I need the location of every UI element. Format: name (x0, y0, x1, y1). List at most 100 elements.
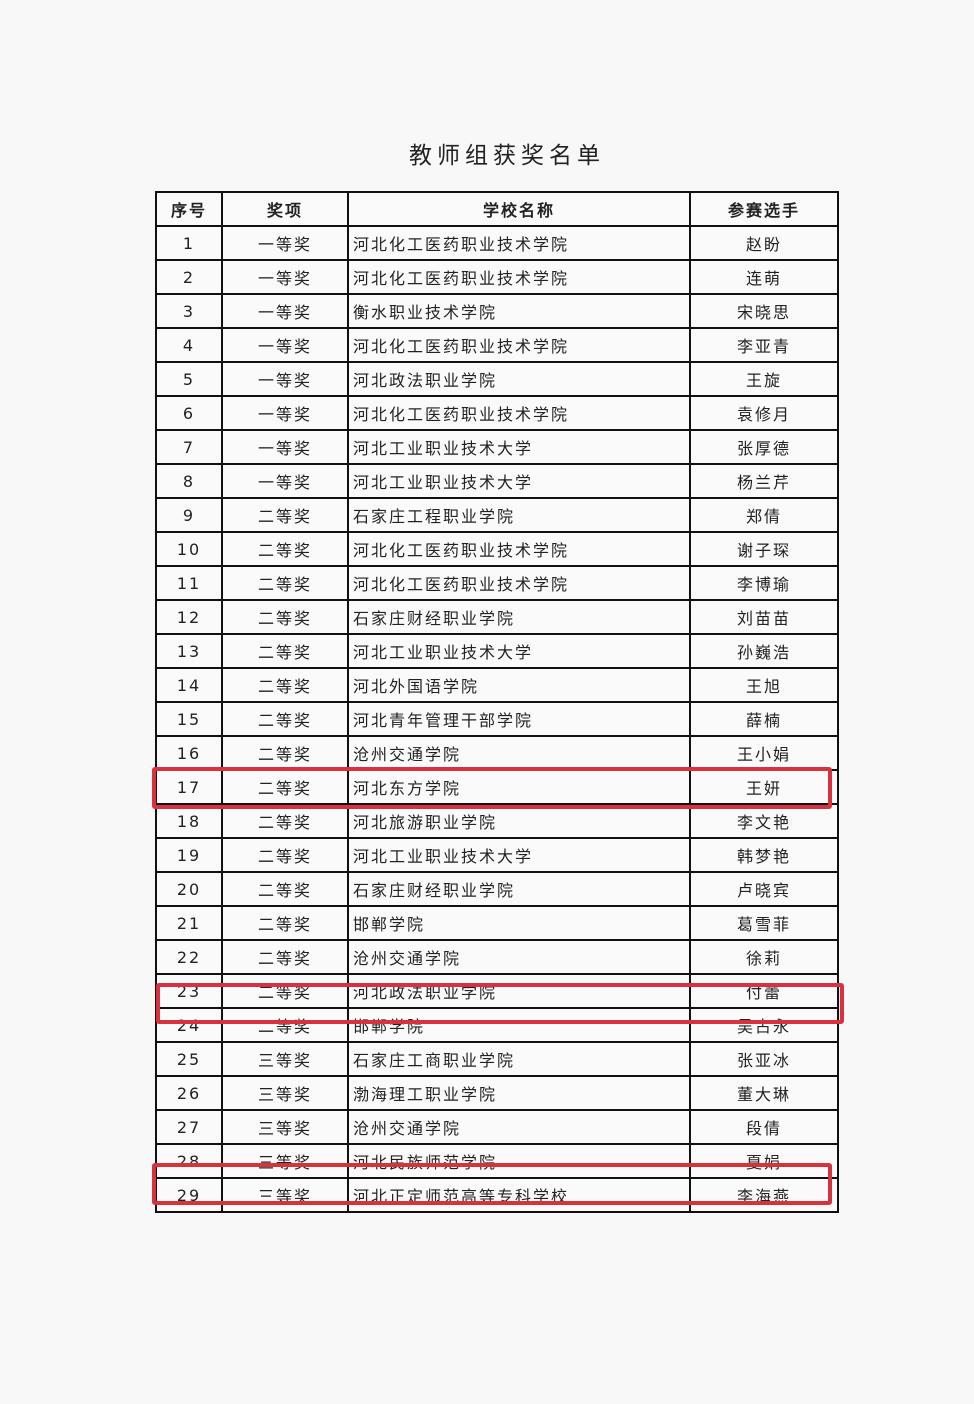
cell-school: 渤海理工职业学院 (347, 1075, 691, 1111)
cell-contestant: 夏娟 (689, 1143, 839, 1179)
cell-number: 21 (155, 905, 223, 941)
cell-contestant: 李亚青 (689, 327, 839, 363)
cell-school: 河北青年管理干部学院 (347, 701, 691, 737)
cell-contestant: 王旭 (689, 667, 839, 703)
award-table: 序号 奖项 学校名称 参赛选手 1 一等奖 河北化工医药职业技术学院 赵盼 2 一等奖 河北… (155, 191, 839, 1213)
cell-school: 河北旅游职业学院 (347, 803, 691, 839)
cell-contestant: 谢子琛 (689, 531, 839, 567)
table-row: 18 二等奖 河北旅游职业学院 李文艳 (155, 803, 839, 839)
cell-contestant: 刘苗苗 (689, 599, 839, 635)
cell-number: 20 (155, 871, 223, 907)
table-row: 1 一等奖 河北化工医药职业技术学院 赵盼 (155, 225, 839, 261)
table-row: 14 二等奖 河北外国语学院 王旭 (155, 667, 839, 703)
cell-school: 河北工业职业技术大学 (347, 463, 691, 499)
cell-contestant: 王妍 (689, 769, 839, 805)
cell-number: 15 (155, 701, 223, 737)
cell-award: 二等奖 (221, 701, 349, 737)
table-row: 21 二等奖 邯郸学院 葛雪菲 (155, 905, 839, 941)
cell-school: 石家庄财经职业学院 (347, 871, 691, 907)
cell-award: 三等奖 (221, 1177, 349, 1213)
cell-school: 邯郸学院 (347, 905, 691, 941)
cell-school: 衡水职业技术学院 (347, 293, 691, 329)
cell-number: 23 (155, 973, 223, 1009)
cell-award: 二等奖 (221, 565, 349, 601)
cell-award: 一等奖 (221, 327, 349, 363)
header-award: 奖项 (221, 191, 349, 227)
cell-award: 二等奖 (221, 939, 349, 975)
cell-award: 二等奖 (221, 769, 349, 805)
cell-school: 河北工业职业技术大学 (347, 837, 691, 873)
table-row: 23 二等奖 河北政法职业学院 付蕾 (155, 973, 839, 1009)
cell-contestant: 徐莉 (689, 939, 839, 975)
header-number: 序号 (155, 191, 223, 227)
table-row: 22 二等奖 沧州交通学院 徐莉 (155, 939, 839, 975)
table-row: 2 一等奖 河北化工医药职业技术学院 连萌 (155, 259, 839, 295)
cell-contestant: 张厚德 (689, 429, 839, 465)
table-row: 6 一等奖 河北化工医药职业技术学院 袁修月 (155, 395, 839, 431)
cell-school: 河北化工医药职业技术学院 (347, 259, 691, 295)
table-row: 20 二等奖 石家庄财经职业学院 卢晓宾 (155, 871, 839, 907)
cell-school: 河北化工医药职业技术学院 (347, 531, 691, 567)
cell-school: 河北化工医药职业技术学院 (347, 565, 691, 601)
cell-school: 河北政法职业学院 (347, 361, 691, 397)
cell-award: 二等奖 (221, 837, 349, 873)
cell-award: 三等奖 (221, 1109, 349, 1145)
cell-number: 5 (155, 361, 223, 397)
cell-number: 7 (155, 429, 223, 465)
cell-award: 一等奖 (221, 463, 349, 499)
table-row: 28 三等奖 河北民族师范学院 夏娟 (155, 1143, 839, 1179)
document-title: 教师组获奖名单 (409, 143, 605, 169)
cell-contestant: 袁修月 (689, 395, 839, 431)
cell-number: 3 (155, 293, 223, 329)
cell-school: 邯郸学院 (347, 1007, 691, 1043)
table-row: 29 三等奖 河北正定师范高等专科学校 李海燕 (155, 1177, 839, 1213)
cell-number: 28 (155, 1143, 223, 1179)
header-school: 学校名称 (347, 191, 691, 227)
cell-number: 18 (155, 803, 223, 839)
table-row: 19 二等奖 河北工业职业技术大学 韩梦艳 (155, 837, 839, 873)
cell-number: 4 (155, 327, 223, 363)
cell-award: 二等奖 (221, 633, 349, 669)
cell-award: 一等奖 (221, 225, 349, 261)
cell-school: 石家庄财经职业学院 (347, 599, 691, 635)
cell-contestant: 郑倩 (689, 497, 839, 533)
cell-school: 河北工业职业技术大学 (347, 429, 691, 465)
cell-award: 二等奖 (221, 735, 349, 771)
cell-contestant: 张亚冰 (689, 1041, 839, 1077)
table-row: 27 三等奖 沧州交通学院 段倩 (155, 1109, 839, 1145)
cell-award: 二等奖 (221, 531, 349, 567)
cell-school: 河北政法职业学院 (347, 973, 691, 1009)
cell-contestant: 连萌 (689, 259, 839, 295)
cell-school: 河北工业职业技术大学 (347, 633, 691, 669)
cell-contestant: 葛雪菲 (689, 905, 839, 941)
cell-number: 27 (155, 1109, 223, 1145)
cell-contestant: 杨兰芹 (689, 463, 839, 499)
cell-school: 河北化工医药职业技术学院 (347, 327, 691, 363)
cell-contestant: 薛楠 (689, 701, 839, 737)
cell-award: 一等奖 (221, 293, 349, 329)
table-row: 11 二等奖 河北化工医药职业技术学院 李博瑜 (155, 565, 839, 601)
cell-contestant: 赵盼 (689, 225, 839, 261)
cell-number: 10 (155, 531, 223, 567)
cell-contestant: 李文艳 (689, 803, 839, 839)
table-row: 25 三等奖 石家庄工商职业学院 张亚冰 (155, 1041, 839, 1077)
cell-number: 6 (155, 395, 223, 431)
cell-number: 8 (155, 463, 223, 499)
header-contestant: 参赛选手 (689, 191, 839, 227)
cell-school: 河北东方学院 (347, 769, 691, 805)
cell-school: 河北正定师范高等专科学校 (347, 1177, 691, 1213)
cell-school: 河北化工医药职业技术学院 (347, 225, 691, 261)
cell-number: 19 (155, 837, 223, 873)
cell-number: 17 (155, 769, 223, 805)
cell-school: 沧州交通学院 (347, 1109, 691, 1145)
table-row: 24 二等奖 邯郸学院 吴占永 (155, 1007, 839, 1043)
cell-number: 12 (155, 599, 223, 635)
cell-contestant: 王小娟 (689, 735, 839, 771)
cell-school: 河北民族师范学院 (347, 1143, 691, 1179)
cell-award: 三等奖 (221, 1041, 349, 1077)
cell-award: 一等奖 (221, 259, 349, 295)
cell-school: 沧州交通学院 (347, 735, 691, 771)
cell-number: 29 (155, 1177, 223, 1213)
table-row: 7 一等奖 河北工业职业技术大学 张厚德 (155, 429, 839, 465)
cell-contestant: 宋晓思 (689, 293, 839, 329)
